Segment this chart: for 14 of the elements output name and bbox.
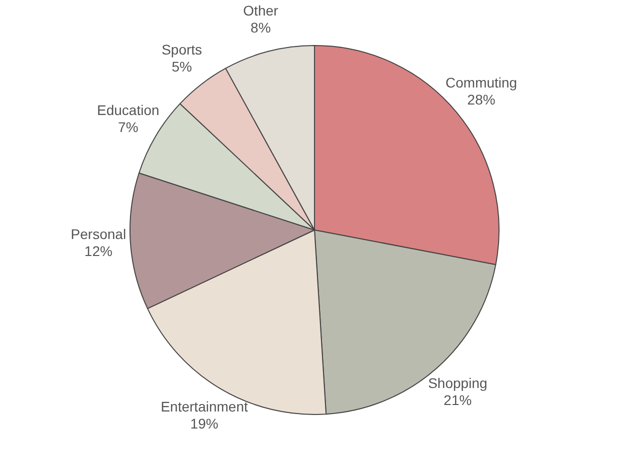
slice-label: Sports: [162, 41, 202, 58]
data-label: 19%: [190, 416, 218, 432]
data-label: 7%: [118, 119, 138, 136]
data-label: 28%: [467, 91, 496, 108]
slice-label: Entertainment: [160, 398, 248, 415]
slice-label: Shopping: [428, 374, 488, 391]
slice-label: Other: [243, 2, 278, 19]
data-label: 5%: [172, 58, 192, 74]
data-label: 21%: [444, 392, 472, 408]
data-label: 8%: [250, 20, 271, 36]
slice-label: Education: [97, 102, 160, 118]
data-label: 12%: [84, 242, 112, 259]
slice-label: Personal: [70, 226, 126, 242]
slice-label: Commuting: [446, 74, 518, 90]
